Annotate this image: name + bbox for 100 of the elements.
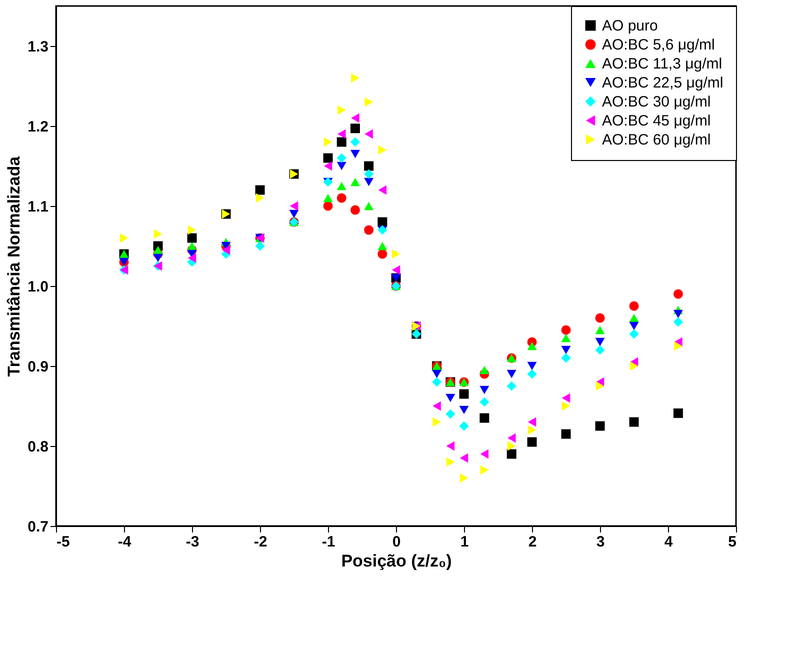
point: [595, 345, 605, 355]
point: [595, 313, 605, 323]
point: [432, 417, 441, 427]
legend-label: AO:BC 30 μg/ml: [602, 94, 711, 110]
point: [392, 265, 400, 275]
point: [289, 210, 299, 218]
point: [378, 185, 387, 195]
point: [256, 193, 264, 203]
point: [629, 322, 639, 330]
point: [527, 342, 537, 350]
point: [506, 370, 516, 378]
point: [153, 246, 163, 254]
x-tick-label: 4: [664, 534, 674, 550]
point: [629, 417, 639, 427]
point: [480, 397, 490, 407]
point: [337, 129, 346, 139]
point: [629, 314, 639, 322]
point: [673, 310, 683, 318]
point: [595, 421, 605, 431]
point: [364, 225, 374, 235]
legend-label: AO:BC 5,6 μg/ml: [602, 36, 715, 54]
point: [527, 362, 537, 370]
point: [290, 201, 298, 211]
point: [432, 377, 442, 387]
point: [629, 329, 639, 339]
point: [153, 254, 163, 262]
y-tick-label: 1.2: [28, 118, 48, 136]
x-tick-label: -5: [56, 534, 70, 550]
point: [629, 301, 639, 311]
x-tick-label: 0: [392, 534, 401, 550]
point: [324, 137, 332, 147]
point: [459, 406, 469, 414]
point: [364, 97, 373, 107]
point: [507, 441, 516, 451]
legend-label: AO:BC 60 μg/ml: [602, 132, 711, 148]
point: [350, 137, 360, 147]
point: [120, 233, 128, 243]
point: [446, 394, 456, 402]
point: [364, 169, 374, 179]
legend-label: AO:BC 45 μg/ml: [602, 112, 711, 130]
point: [506, 381, 516, 391]
y-tick-label: 1.0: [28, 278, 48, 296]
point: [336, 162, 346, 170]
point: [459, 421, 469, 431]
x-tick-label: 1: [460, 534, 469, 550]
point: [378, 242, 388, 250]
point: [527, 437, 537, 447]
point: [337, 105, 346, 115]
point: [351, 113, 360, 123]
point: [350, 178, 360, 186]
point: [562, 393, 570, 403]
point: [480, 449, 489, 459]
point: [364, 178, 374, 186]
point: [446, 457, 455, 467]
point: [336, 182, 346, 190]
point: [673, 289, 683, 299]
point: [480, 413, 490, 423]
y-tick-label: 1.3: [28, 38, 48, 56]
point: [527, 369, 537, 379]
point: [350, 124, 360, 134]
point: [596, 381, 604, 391]
point: [187, 242, 197, 250]
point: [446, 441, 455, 451]
point: [364, 129, 373, 139]
point: [222, 245, 230, 255]
point: [432, 370, 442, 378]
point: [324, 161, 332, 171]
point: [364, 161, 374, 171]
y-tick-label: 0.9: [28, 358, 48, 376]
y-tick-label: 0.8: [28, 438, 48, 456]
point: [506, 449, 516, 459]
legend-label: AO puro: [602, 18, 658, 34]
point: [378, 145, 387, 155]
point: [673, 317, 683, 327]
x-tick-label: -4: [118, 534, 132, 550]
point: [378, 249, 388, 259]
point: [673, 408, 683, 418]
point: [392, 249, 400, 259]
point: [336, 193, 346, 203]
point: [255, 241, 265, 251]
point: [480, 386, 490, 394]
point: [188, 253, 196, 263]
point: [460, 473, 468, 483]
point: [350, 150, 360, 158]
point: [154, 229, 162, 239]
point: [561, 353, 571, 363]
point: [480, 465, 489, 475]
point: [528, 425, 536, 435]
point: [562, 401, 570, 411]
legend-label: AO:BC 11,3 μg/ml: [602, 56, 722, 72]
x-tick-label: 5: [728, 534, 736, 550]
point: [630, 361, 638, 371]
point: [323, 201, 333, 211]
point: [336, 153, 346, 163]
point: [323, 194, 333, 202]
y-tick-label: 1.1: [28, 198, 48, 216]
point: [446, 409, 456, 419]
point: [460, 453, 468, 463]
point: [364, 202, 374, 210]
x-tick-label: 2: [528, 534, 537, 550]
